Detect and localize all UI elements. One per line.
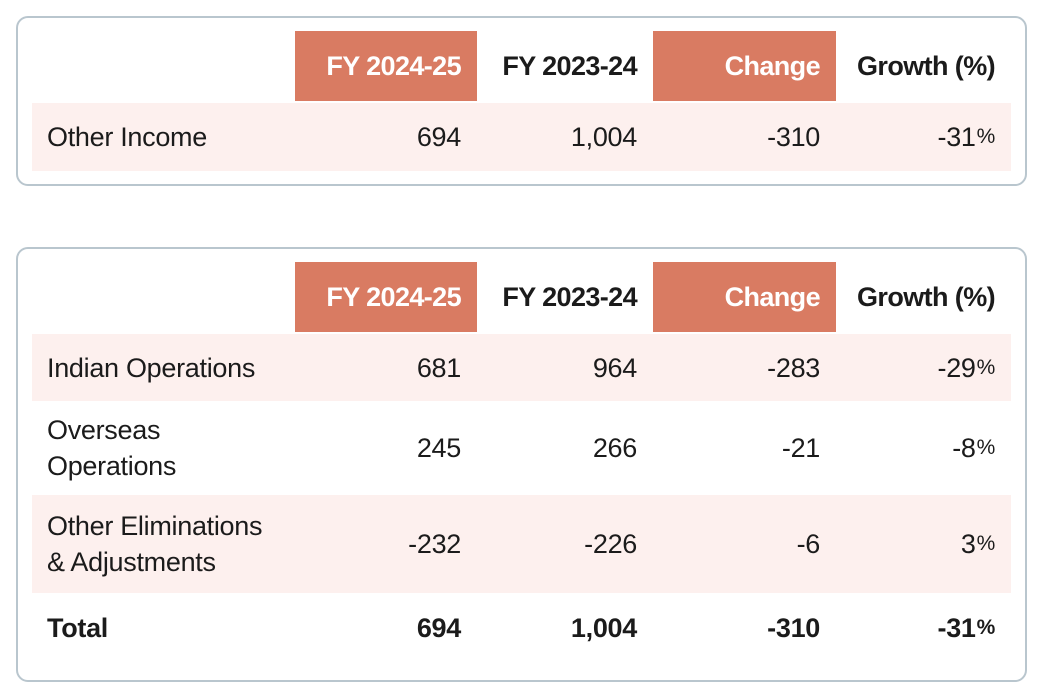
row-label: Total xyxy=(47,613,108,643)
percent-sign: % xyxy=(976,355,996,379)
value-growth: -29% xyxy=(836,334,1011,401)
table-row-other-income: Other Income 694 1,004 -310 -31% xyxy=(32,103,1011,171)
growth-number: 3 xyxy=(960,529,976,559)
growth-number: -29 xyxy=(937,352,976,383)
row-label: Other Eliminations & Adjustments xyxy=(47,511,263,577)
percent-sign: % xyxy=(976,616,996,639)
other-income-header-row: FY 2024-25 FY 2023-24 Change Growth (%) xyxy=(32,31,1011,101)
value-fy-2023-24: 1,004 xyxy=(570,122,637,152)
value-change: -310 xyxy=(767,613,820,643)
row-label: Indian Operations xyxy=(47,352,256,383)
other-income-table-card: FY 2024-25 FY 2023-24 Change Growth (%) … xyxy=(16,16,1027,186)
growth-number: -31 xyxy=(937,613,976,643)
header-change: Change xyxy=(653,31,836,101)
value-fy-2024-25: 694 xyxy=(416,122,461,152)
percent-sign: % xyxy=(976,125,996,148)
segment-header-row: FY 2024-25 FY 2023-24 Change Growth (%) xyxy=(32,262,1011,332)
value-fy-2023-24: 266 xyxy=(592,433,637,463)
value-fy-2024-25: -232 xyxy=(408,529,461,559)
table-row-other-eliminations: Other Eliminations & Adjustments -232 -2… xyxy=(32,495,1011,593)
percent-sign: % xyxy=(976,532,996,555)
value-fy-2024-25: 245 xyxy=(416,433,461,463)
header-fy-2023-24: FY 2023-24 xyxy=(502,282,637,312)
value-change: -310 xyxy=(767,122,820,152)
value-change: -283 xyxy=(767,352,820,383)
header-fy-2023-24: FY 2023-24 xyxy=(502,51,637,81)
header-empty-cell xyxy=(32,262,295,332)
percent-sign: % xyxy=(976,436,996,459)
growth-number: -8 xyxy=(952,433,976,463)
value-fy-2024-25: 681 xyxy=(416,352,461,383)
header-growth-pct: Growth (%) xyxy=(857,282,996,312)
value-fy-2023-24: 964 xyxy=(592,352,637,383)
value-growth: -8% xyxy=(836,401,1011,495)
row-label: Overseas Operations xyxy=(47,415,177,481)
value-growth: 3% xyxy=(836,495,1011,593)
table-row-indian-operations: Indian Operations 681 964 -283 -29% xyxy=(32,334,1011,401)
header-empty-cell xyxy=(32,31,295,101)
segment-table-card: FY 2024-25 FY 2023-24 Change Growth (%) … xyxy=(16,247,1027,682)
header-fy-2024-25: FY 2024-25 xyxy=(295,31,477,101)
header-growth-pct: Growth (%) xyxy=(857,51,996,81)
value-change: -21 xyxy=(781,433,820,463)
header-fy-2024-25: FY 2024-25 xyxy=(295,262,477,332)
value-fy-2023-24: -226 xyxy=(584,529,637,559)
row-label: Other Income xyxy=(47,122,207,152)
table-row-total: Total 694 1,004 -310 -31% xyxy=(32,593,1011,663)
header-change: Change xyxy=(653,262,836,332)
table-row-overseas-operations: Overseas Operations 245 266 -21 -8% xyxy=(32,401,1011,495)
value-growth: -31% xyxy=(836,103,1011,171)
value-change: -6 xyxy=(796,529,821,559)
value-growth: -31% xyxy=(836,593,1011,663)
value-fy-2024-25: 694 xyxy=(416,613,461,643)
growth-number: -31 xyxy=(937,122,976,152)
value-fy-2023-24: 1,004 xyxy=(570,613,637,643)
